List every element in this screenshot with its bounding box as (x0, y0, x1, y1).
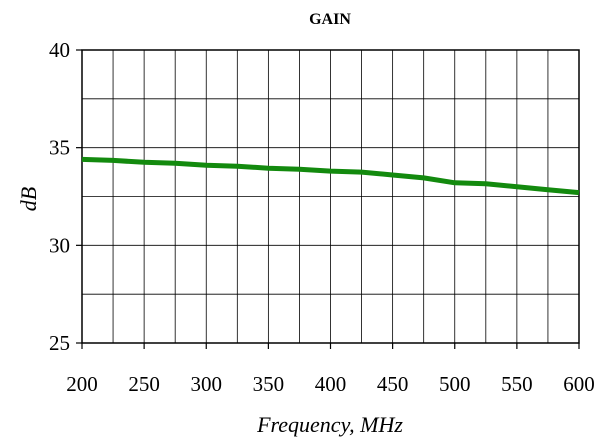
x-tick-label: 550 (501, 372, 533, 396)
x-tick-label: 500 (439, 372, 471, 396)
grid (82, 50, 579, 343)
chart-title: GAIN (309, 11, 351, 28)
x-tick-label: 250 (128, 372, 160, 396)
x-tick-label: 300 (191, 372, 223, 396)
y-tick-label: 25 (49, 331, 70, 355)
x-tick-label: 400 (315, 372, 347, 396)
x-tick-label: 450 (377, 372, 409, 396)
x-tick-label: 200 (66, 372, 98, 396)
axis-ticks: 25 30 35 40 200 250 300 350 400 450 500 550 600 (49, 38, 595, 396)
y-axis-label: dB (16, 187, 41, 211)
y-tick-label: 40 (49, 38, 70, 62)
series-layer (81, 156, 580, 196)
x-tick-label: 350 (253, 372, 285, 396)
y-tick-label: 30 (49, 233, 70, 257)
y-tick-label: 35 (49, 136, 70, 160)
x-tick-label: 600 (563, 372, 595, 396)
x-axis-label: Frequency, MHz (256, 412, 403, 437)
